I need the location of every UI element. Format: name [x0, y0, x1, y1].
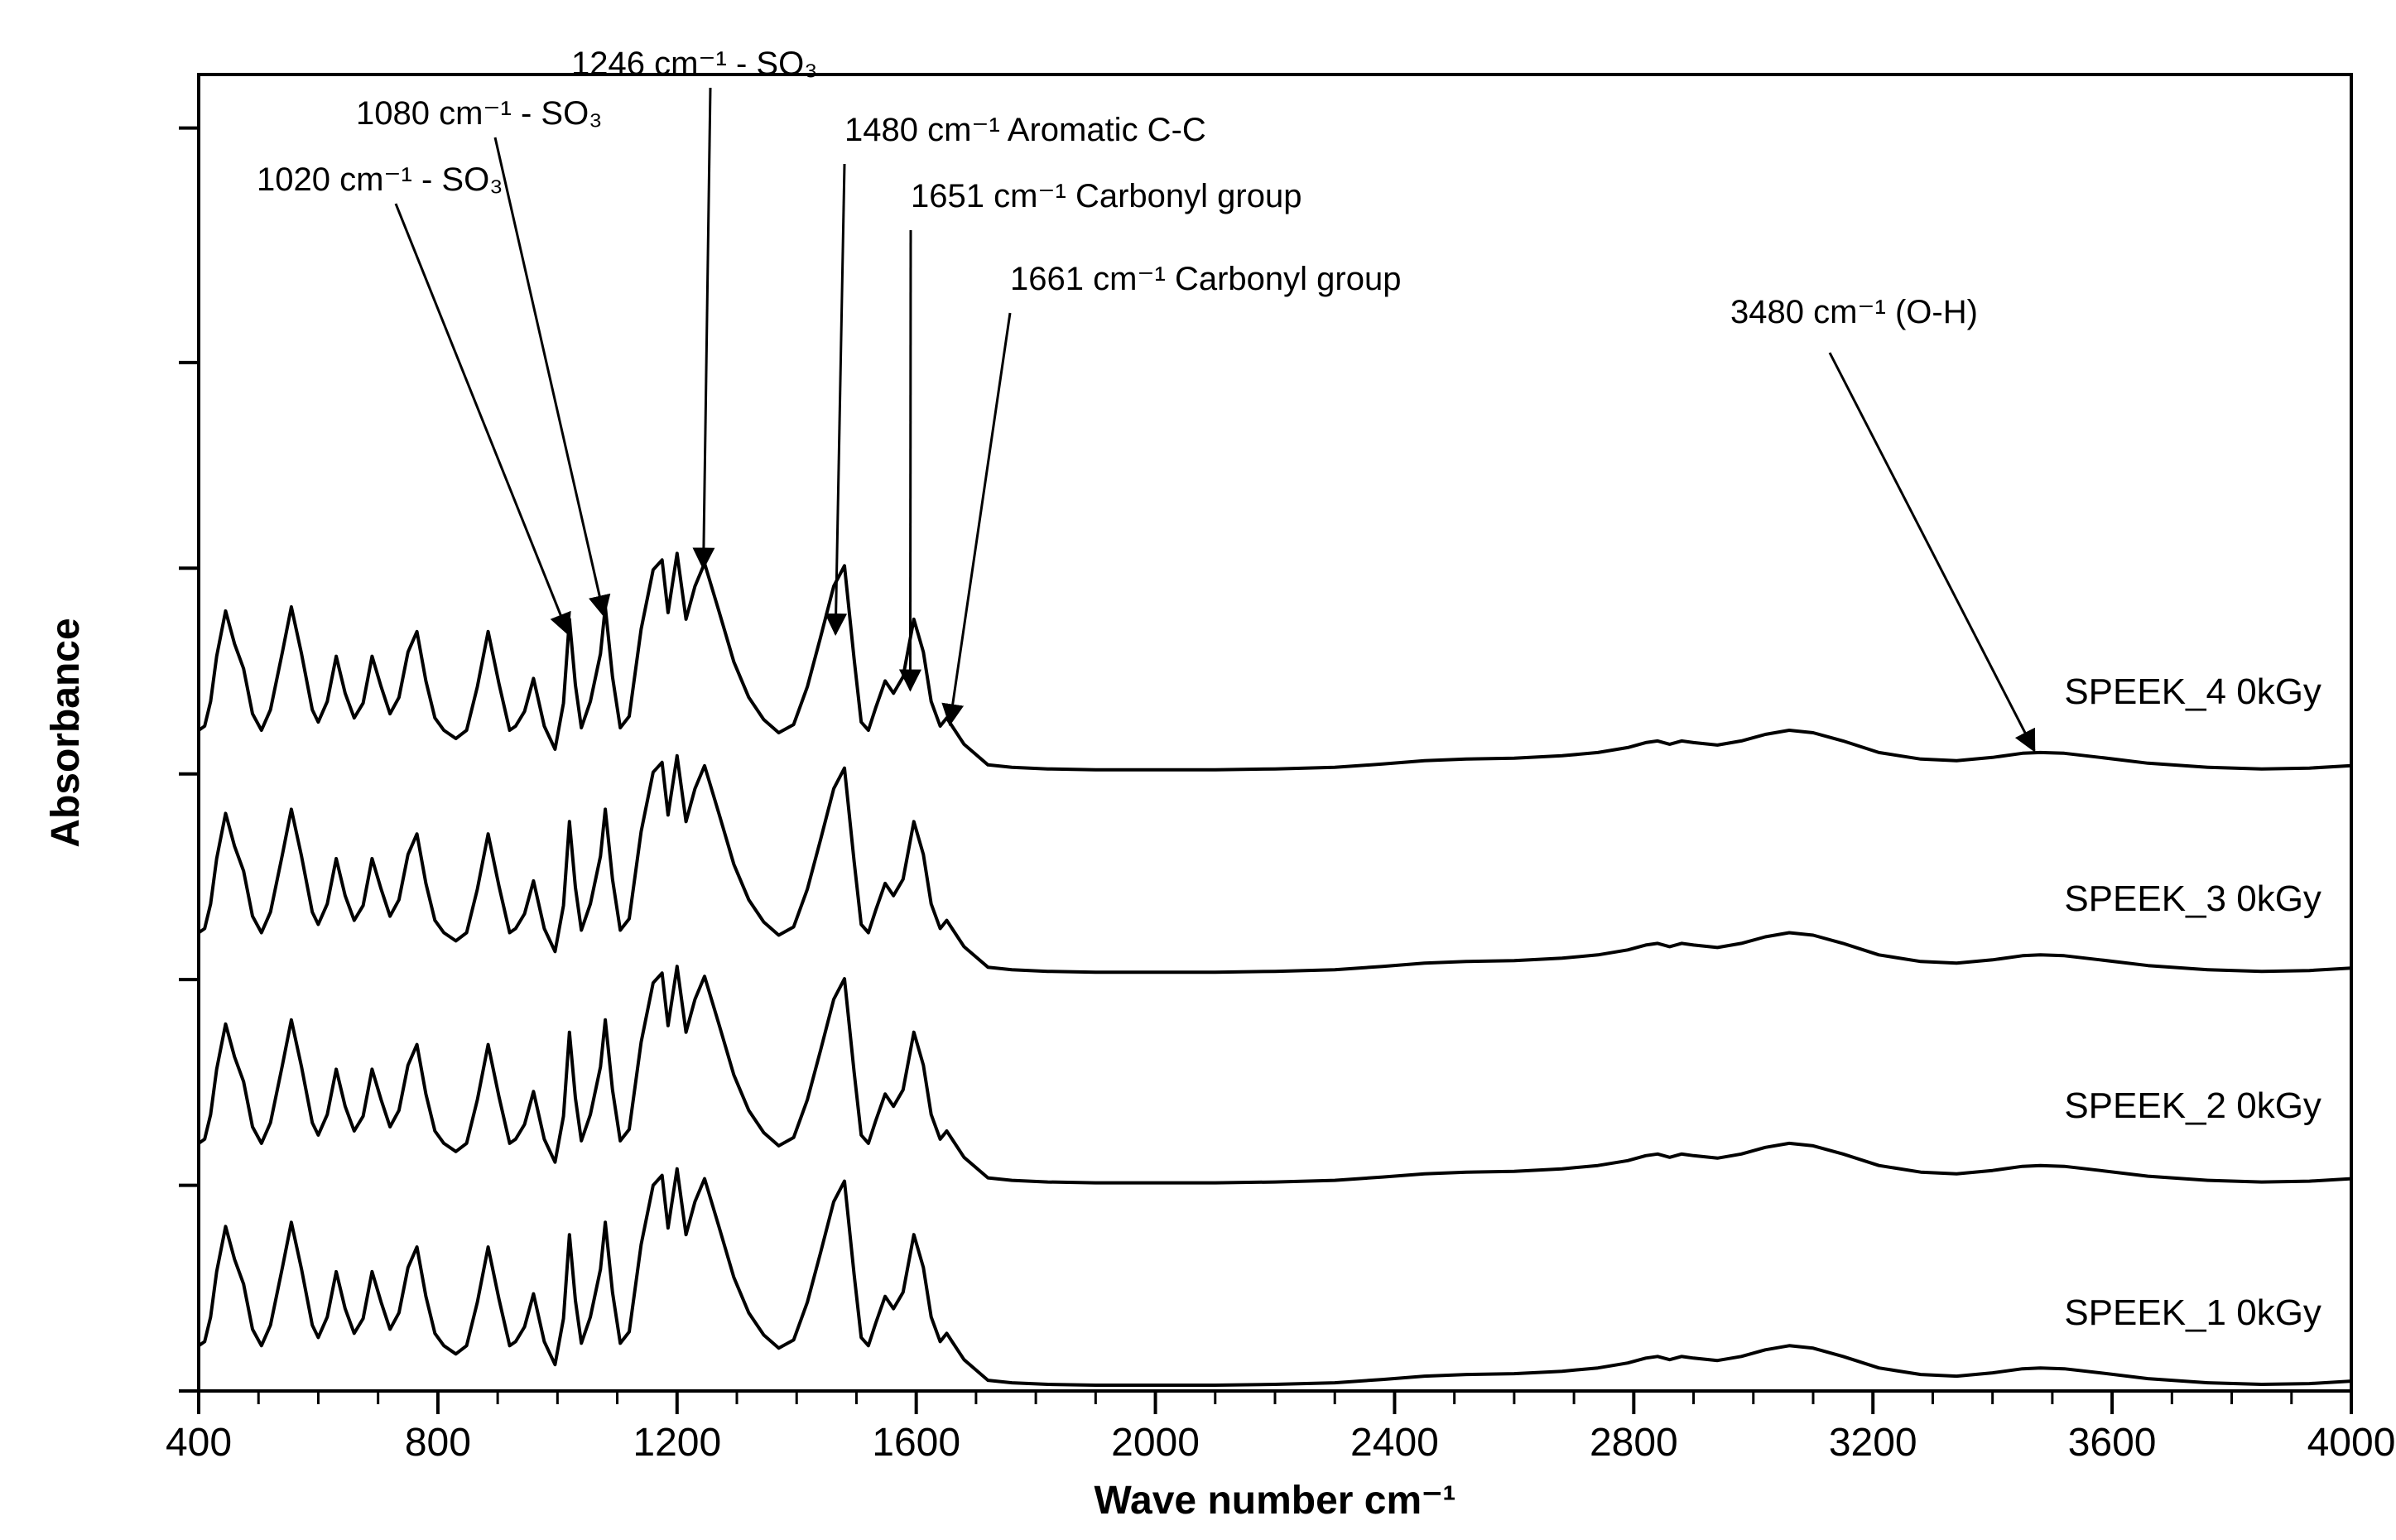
peak-annotation: 3480 cm⁻¹ (O-H) [1730, 294, 1978, 330]
svg-text:800: 800 [405, 1421, 471, 1465]
svg-text:400: 400 [166, 1421, 232, 1465]
annotation-arrow [495, 137, 604, 616]
series-label-speek_2: SPEEK_2 0kGy [2064, 1085, 2321, 1126]
annotation-arrow [396, 204, 568, 634]
annotation-arrow [1830, 353, 2034, 751]
annotation-arrow [704, 88, 710, 568]
svg-text:2000: 2000 [1111, 1421, 1200, 1465]
peak-annotation: 1651 cm⁻¹ Carbonyl group [911, 178, 1301, 214]
annotation-arrow [950, 313, 1010, 724]
svg-text:3600: 3600 [2068, 1421, 2157, 1465]
peak-annotation: 1661 cm⁻¹ Carbonyl group [1010, 261, 1401, 297]
svg-text:1600: 1600 [872, 1421, 960, 1465]
series-label-speek_1: SPEEK_1 0kGy [2064, 1292, 2321, 1333]
series-label-speek_4: SPEEK_4 0kGy [2064, 671, 2321, 712]
peak-annotation: 1480 cm⁻¹ Aromatic C-C [844, 112, 1206, 148]
svg-text:Wave number cm⁻¹: Wave number cm⁻¹ [1095, 1479, 1456, 1523]
y-axis-label: Absorbance [44, 618, 88, 847]
peak-annotation: 1020 cm⁻¹ - SO₃ [257, 161, 503, 198]
spectrum-speek_2 [199, 966, 2351, 1182]
svg-text:1200: 1200 [633, 1421, 721, 1465]
series-label-speek_3: SPEEK_3 0kGy [2064, 878, 2321, 919]
svg-text:4000: 4000 [2307, 1421, 2396, 1465]
spectrum-speek_3 [199, 756, 2351, 972]
annotation-arrow [910, 230, 911, 690]
chart-svg: 400 800 1200 1600 2000 2400 2800 3200 3600 4000 Wa… [0, 0, 2396, 1540]
peak-annotation: 1080 cm⁻¹ - SO₃ [356, 95, 602, 132]
ftir-chart: 400 800 1200 1600 2000 2400 2800 3200 3600 4000 Wa… [0, 0, 2396, 1540]
annotation-arrow [835, 164, 844, 634]
svg-text:3200: 3200 [1829, 1421, 1917, 1465]
spectrum-speek_1 [199, 1169, 2351, 1385]
svg-text:2800: 2800 [1590, 1421, 1678, 1465]
peak-annotation: 1246 cm⁻¹ - SO₃ [571, 46, 817, 82]
svg-text:2400: 2400 [1350, 1421, 1439, 1465]
